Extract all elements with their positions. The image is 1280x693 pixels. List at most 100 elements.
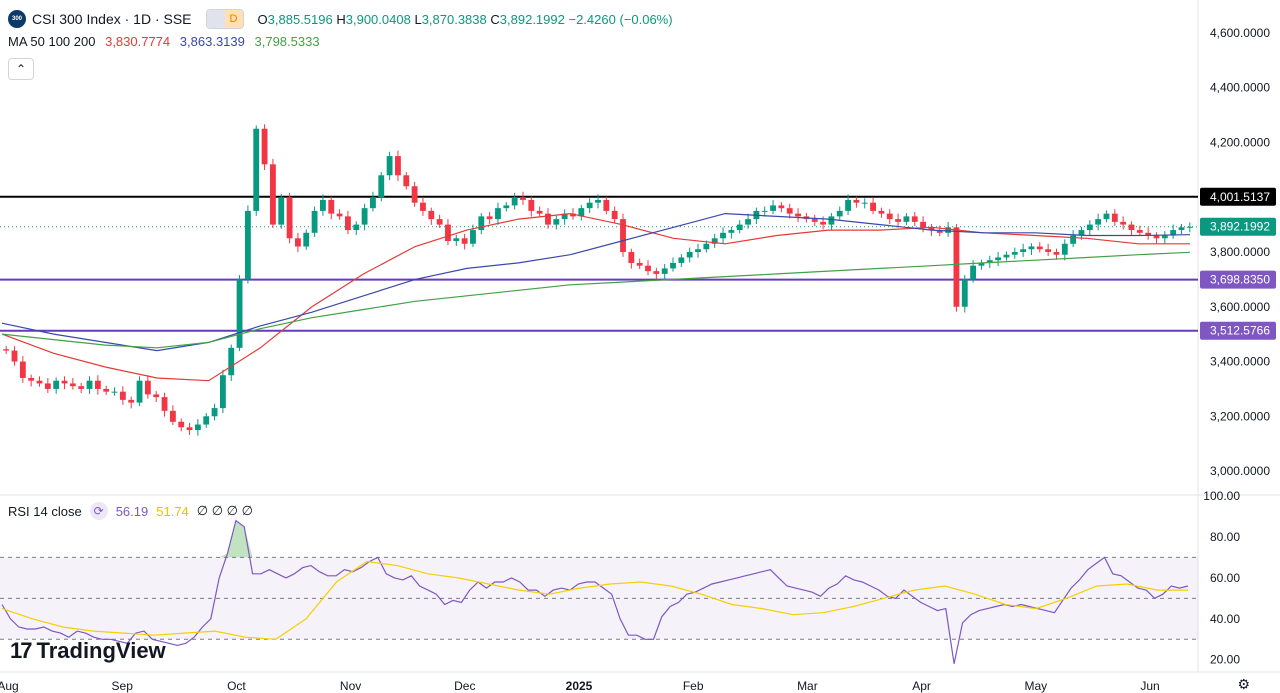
price-tick-label: 4,200.0000 [1210,135,1270,149]
candle-body [1095,219,1102,225]
tradingview-mark-icon: 17 [10,638,33,663]
candle-body [19,361,26,378]
price-tick-label: 3,200.0000 [1210,409,1270,423]
candle-body [3,349,10,351]
rsi-extras: ∅ ∅ ∅ ∅ [196,503,253,518]
candle-body [328,199,335,214]
candle-body [528,199,535,211]
candle-body [561,213,568,220]
candle-body [228,347,235,376]
symbol-legend: 300 CSI 300 Index · 1D · SSE D O3,885.51… [8,9,673,29]
candle-body [194,424,201,431]
candle-body [636,262,643,266]
candle-body [786,208,793,214]
price-tick-label: 3,600.0000 [1210,300,1270,314]
candle-body [86,380,93,389]
price-label: 3,512.5766 [1210,324,1270,338]
candle-body [470,230,476,244]
candle-body [395,156,401,176]
price-label: 4,001.5137 [1210,190,1270,204]
candle-body [1145,232,1152,236]
candle-body [111,391,118,393]
candle-body [303,232,310,247]
settings-gear-icon[interactable]: ⚙ [1237,676,1250,692]
ma-label: MA 50 100 200 [8,34,96,49]
candle-body [345,216,351,231]
candle-body [961,279,968,307]
candle-body [53,380,60,389]
candle-body [845,199,851,211]
ma200-value: 3,798.5333 [254,34,320,49]
candle-body [595,199,601,203]
chevron-up-icon: ⌃ [15,62,27,76]
candle-body [44,383,51,389]
open-value: 3,885.5196 [267,11,333,27]
candle-body [203,416,210,425]
candle-body [103,388,110,392]
refresh-icon[interactable]: ⟳ [89,502,108,520]
candle-body [445,224,451,242]
rsi-band-fill [0,557,1198,640]
candle-body [653,271,660,274]
candle-body [970,265,977,280]
candle-body [770,205,776,211]
time-tick-label: Apr [912,679,931,693]
candle-body [244,210,251,280]
candle-body [986,260,993,263]
eye-badge-icon[interactable] [206,10,225,28]
candle-body [503,205,510,209]
candle-body [853,199,860,203]
candle-body [736,224,743,231]
price-label-box [1200,321,1276,340]
ma50-value: 3,830.7774 [105,34,171,49]
ma-legend[interactable]: MA 50 100 200 3,830.7774 3,863.3139 3,79… [8,34,326,49]
candle-body [911,216,918,222]
candle-body [236,279,243,348]
rsi-pane: 100.00 80.00 60.00 40.00 20.00 [0,489,1240,667]
candle-body [361,208,368,225]
collapse-legend-button[interactable]: ⌃ [8,58,34,80]
candle-body [1186,226,1193,228]
candle-body [78,386,85,389]
price-tick-label: 4,600.0000 [1210,26,1270,40]
candle-body [511,197,518,206]
tradingview-logo[interactable]: 17 TradingView [10,638,166,664]
rsi-tick-label: 20.00 [1210,653,1240,667]
open-label: O [257,11,268,27]
moving-averages [1,212,1191,382]
rsi-legend[interactable]: RSI 14 close ⟳ 56.19 51.74 ∅ ∅ ∅ ∅ [8,502,253,520]
last-price-label: 3,892.1992 [1210,220,1270,234]
candle-body [486,216,493,220]
candle-body [778,205,785,209]
candle-body [661,268,668,274]
candle-body [1045,249,1052,252]
candle-body [611,210,618,220]
candle-body [478,216,485,231]
close-value: 3,892.1992 [499,11,565,27]
time-tick-label: Sep [112,679,134,693]
candle-body [878,210,885,214]
candle-body [820,221,826,225]
candle-body [294,238,301,247]
close-label: C [490,11,500,27]
rsi-line [1,519,1189,664]
candle-body [695,249,701,252]
symbol-title[interactable]: CSI 300 Index · 1D · SSE [32,11,192,27]
candle-body [61,380,68,384]
candle-body [386,156,393,176]
candle-body [620,219,626,252]
price-label-box [1200,187,1276,206]
candle-body [1120,221,1127,225]
candle-body [1070,235,1077,244]
rsi-tick-label: 100.00 [1203,489,1240,503]
rsi-tick-label: 60.00 [1210,571,1240,585]
delayed-badge[interactable]: D [224,10,243,28]
candle-body [536,210,543,214]
rsi-label: RSI 14 close [8,503,82,519]
time-tick-label: Dec [454,679,475,693]
rsi-ma-line [1,560,1188,640]
candle-body [461,238,468,244]
candle-body [36,380,43,384]
time-tick-label: Feb [683,679,704,693]
